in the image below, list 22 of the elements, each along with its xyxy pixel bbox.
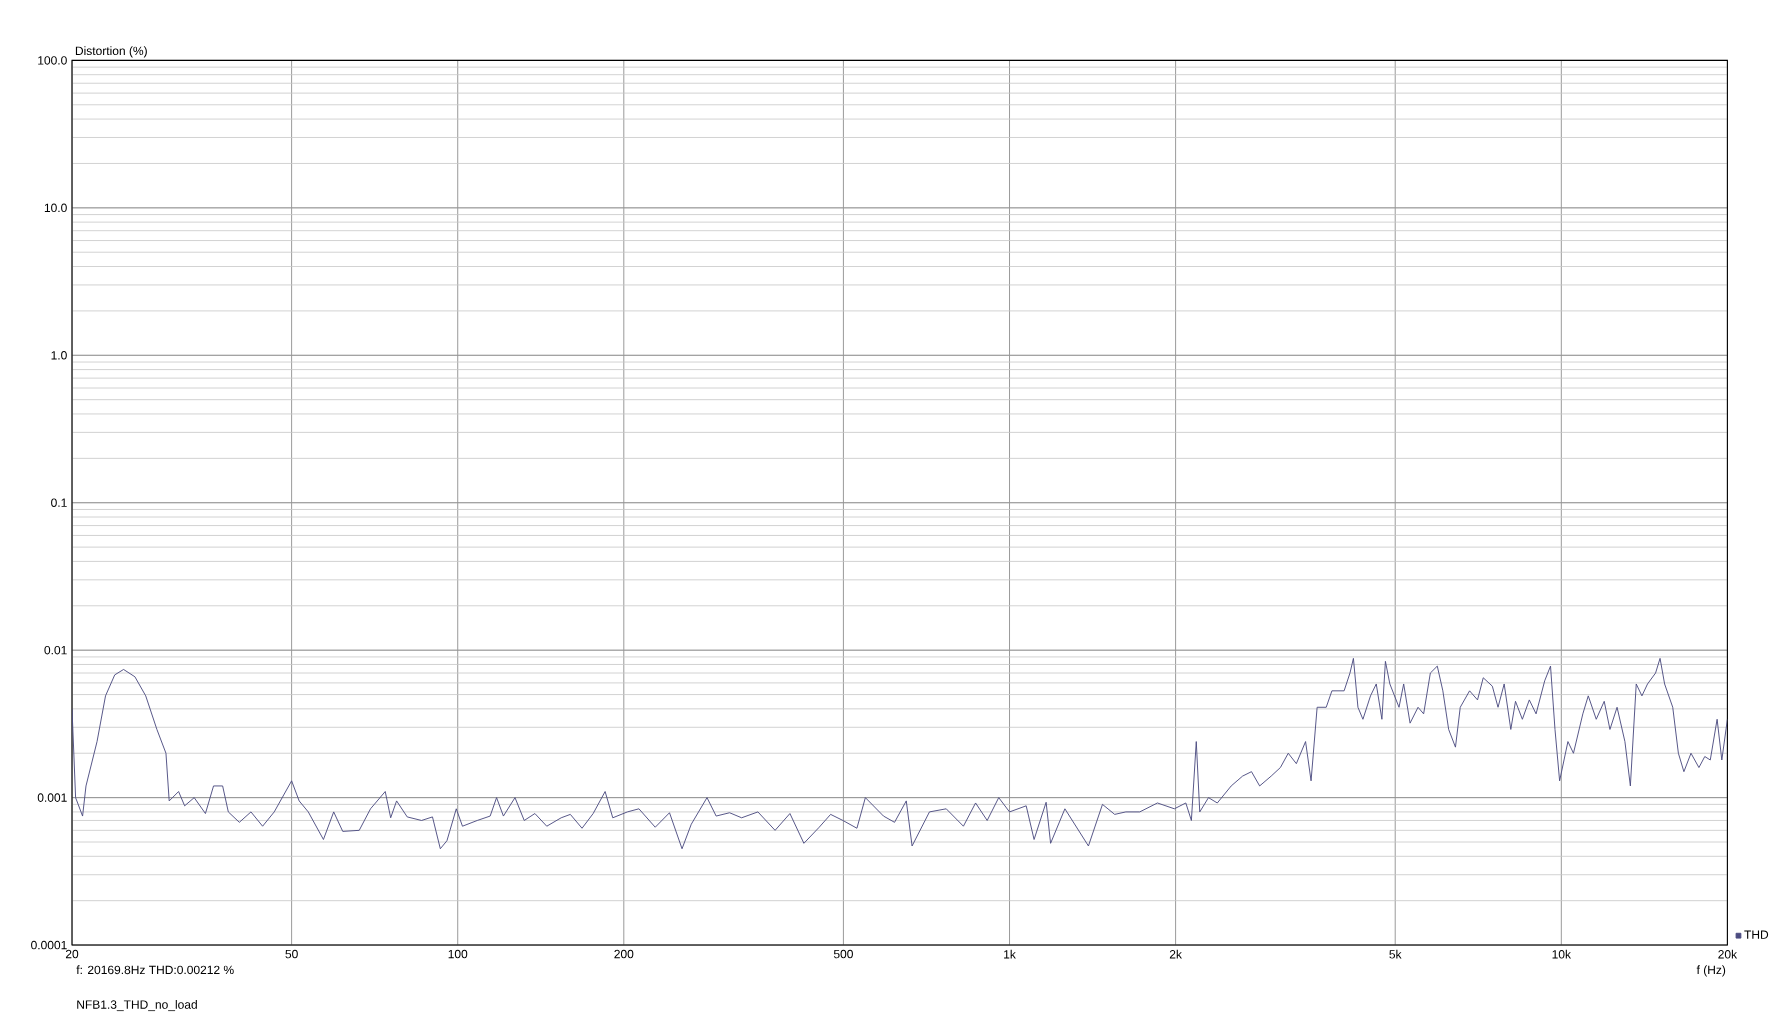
x-tick-label: 1k bbox=[1004, 949, 1016, 959]
y-axis-title: Distortion (%) bbox=[75, 46, 147, 58]
y-tick-label: 0.001 bbox=[37, 793, 67, 802]
x-tick-label: 5k bbox=[1389, 949, 1402, 959]
x-tick-label: 100 bbox=[448, 949, 468, 959]
y-tick-label: 100.0 bbox=[38, 56, 67, 65]
x-tick-label: 10k bbox=[1552, 949, 1572, 959]
x-tick-label: 500 bbox=[833, 949, 853, 959]
y-tick-label: 0.0001 bbox=[31, 940, 67, 950]
y-tick-label: 0.01 bbox=[44, 645, 67, 655]
x-tick-label: 2k bbox=[1169, 949, 1182, 959]
text: NFB1.3_THD_no_load bbox=[77, 1000, 197, 1012]
y-tick-label: 1.0 bbox=[51, 351, 67, 360]
text: f: 20169.8Hz THD:0.00212 % bbox=[76, 965, 234, 975]
y-tick-label: 10.0 bbox=[44, 203, 67, 213]
x-tick-label: 20 bbox=[65, 949, 79, 959]
x-tick-label: 200 bbox=[614, 949, 634, 959]
legend-label: THD bbox=[1744, 930, 1769, 939]
x-axis-title: f (Hz) bbox=[1696, 965, 1726, 977]
x-tick-label: 20k bbox=[1718, 949, 1738, 959]
y-tick-label: 0.1 bbox=[51, 498, 67, 507]
x-tick-label: 50 bbox=[285, 949, 298, 959]
